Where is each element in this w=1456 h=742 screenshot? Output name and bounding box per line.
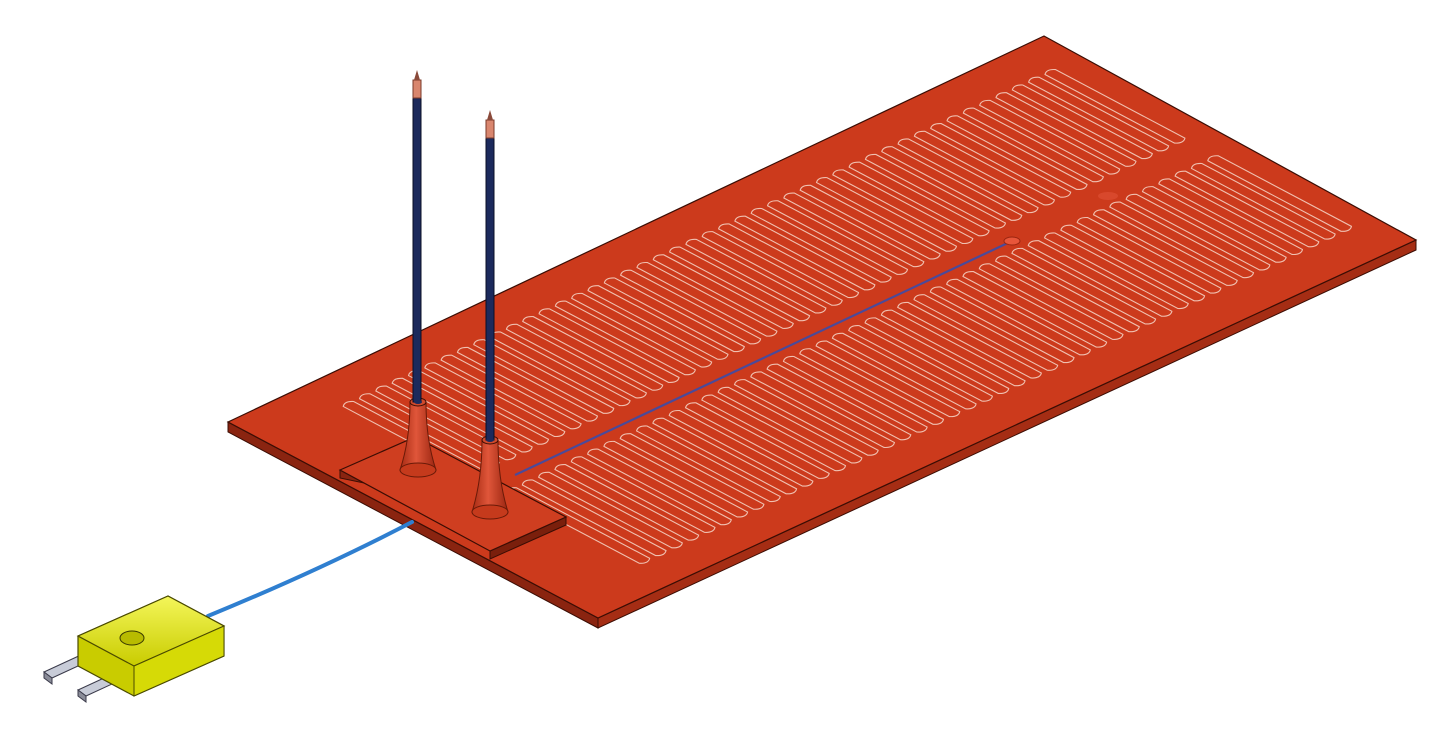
trace-loop xyxy=(1027,240,1173,317)
trace-loop xyxy=(701,394,847,472)
trace-loop xyxy=(1158,178,1304,256)
trace-loop xyxy=(880,309,1026,387)
sensor-bridge xyxy=(1098,192,1118,200)
trace-loop xyxy=(978,263,1124,340)
trace-loop xyxy=(831,332,977,410)
trace-loop xyxy=(930,123,1072,198)
trace-loop xyxy=(554,464,700,541)
trace-loop xyxy=(620,269,762,345)
trace-loop xyxy=(1141,186,1287,263)
trace-loop xyxy=(815,340,961,418)
trace-loop xyxy=(522,316,664,391)
trace-loop xyxy=(1207,155,1353,232)
trace-loop xyxy=(587,285,729,360)
trace-loop xyxy=(733,379,879,456)
trace-loop xyxy=(375,385,517,461)
trace-loop xyxy=(635,425,781,503)
trace-loop xyxy=(1011,84,1153,160)
trace-loop xyxy=(538,308,680,383)
trace-loop xyxy=(799,184,941,260)
trace-loop xyxy=(734,215,876,291)
trace-loop xyxy=(897,301,1042,379)
lead-wire-1 xyxy=(399,70,437,478)
trace-loop xyxy=(946,115,1088,190)
trace-loop xyxy=(848,161,990,237)
trace-loop xyxy=(571,292,713,368)
thermocouple-cable xyxy=(206,520,414,618)
trace-loop xyxy=(505,323,648,399)
trace-loop xyxy=(815,177,958,252)
trace-loop xyxy=(1044,68,1186,144)
trace-loop xyxy=(440,354,582,430)
trace-loop xyxy=(668,409,814,487)
trace-loop xyxy=(717,386,863,464)
trace-loop xyxy=(913,130,1055,206)
trace-loop xyxy=(1076,216,1222,294)
trace-loop xyxy=(586,448,732,526)
trace-loop xyxy=(783,192,925,268)
heating-element-traces xyxy=(342,68,1353,564)
trace-loop xyxy=(881,146,1023,221)
trace-loop xyxy=(685,238,827,314)
trace-loop xyxy=(652,254,794,329)
trace-loop xyxy=(570,456,716,533)
trace-loop xyxy=(962,271,1108,348)
trace-loop xyxy=(979,99,1121,175)
trace-loop xyxy=(929,286,1075,364)
trace-loop xyxy=(391,377,533,453)
trace-loop xyxy=(1174,170,1320,248)
trace-loop xyxy=(717,223,860,299)
trace-loop xyxy=(782,355,928,433)
trace-loop xyxy=(766,200,909,275)
heater-mat xyxy=(226,35,1418,619)
trace-loop xyxy=(636,261,778,337)
lead-exit-pad xyxy=(338,436,568,560)
trace-loop xyxy=(424,362,566,438)
trace-loop xyxy=(1028,76,1170,152)
trace-loop xyxy=(1125,193,1271,271)
trace-loop xyxy=(684,402,830,479)
trace-loop xyxy=(994,255,1140,333)
trace-loop xyxy=(995,92,1137,167)
trace-loop xyxy=(832,169,974,245)
trace-loop xyxy=(407,370,550,445)
thermocouple-connector xyxy=(43,595,226,703)
trace-loop xyxy=(538,471,683,549)
connector-hole xyxy=(119,630,145,646)
trace-loop xyxy=(962,107,1104,183)
trace-loop xyxy=(750,207,892,283)
trace-loop xyxy=(946,278,1091,356)
trace-loop xyxy=(1190,162,1336,240)
trace-loop xyxy=(799,348,945,425)
trace-loop xyxy=(473,339,615,414)
trace-loop xyxy=(1011,247,1157,325)
trace-loop xyxy=(668,246,811,322)
trace-loop xyxy=(750,371,896,449)
trace-loop xyxy=(619,433,765,510)
lead-wire-2 xyxy=(471,110,509,520)
trace-loop xyxy=(1092,209,1238,286)
trace-loop xyxy=(864,153,1007,229)
trace-loop xyxy=(864,317,1010,394)
trace-loop xyxy=(521,479,667,557)
trace-loop xyxy=(701,231,843,306)
sensor-lead-line xyxy=(514,240,1013,476)
trace-loop xyxy=(554,300,696,376)
trace-loop xyxy=(897,138,1039,214)
trace-loop xyxy=(652,417,798,495)
trace-loop xyxy=(603,440,749,518)
trace-loop xyxy=(1043,232,1189,310)
trace-loop xyxy=(603,277,745,353)
trace-loop xyxy=(456,346,599,422)
sensor-tip xyxy=(1003,236,1021,246)
trace-loop xyxy=(848,325,994,402)
trace-loop xyxy=(913,294,1059,371)
trace-loop xyxy=(766,363,912,441)
trace-loop xyxy=(1109,201,1255,279)
trace-loop xyxy=(1060,224,1206,302)
